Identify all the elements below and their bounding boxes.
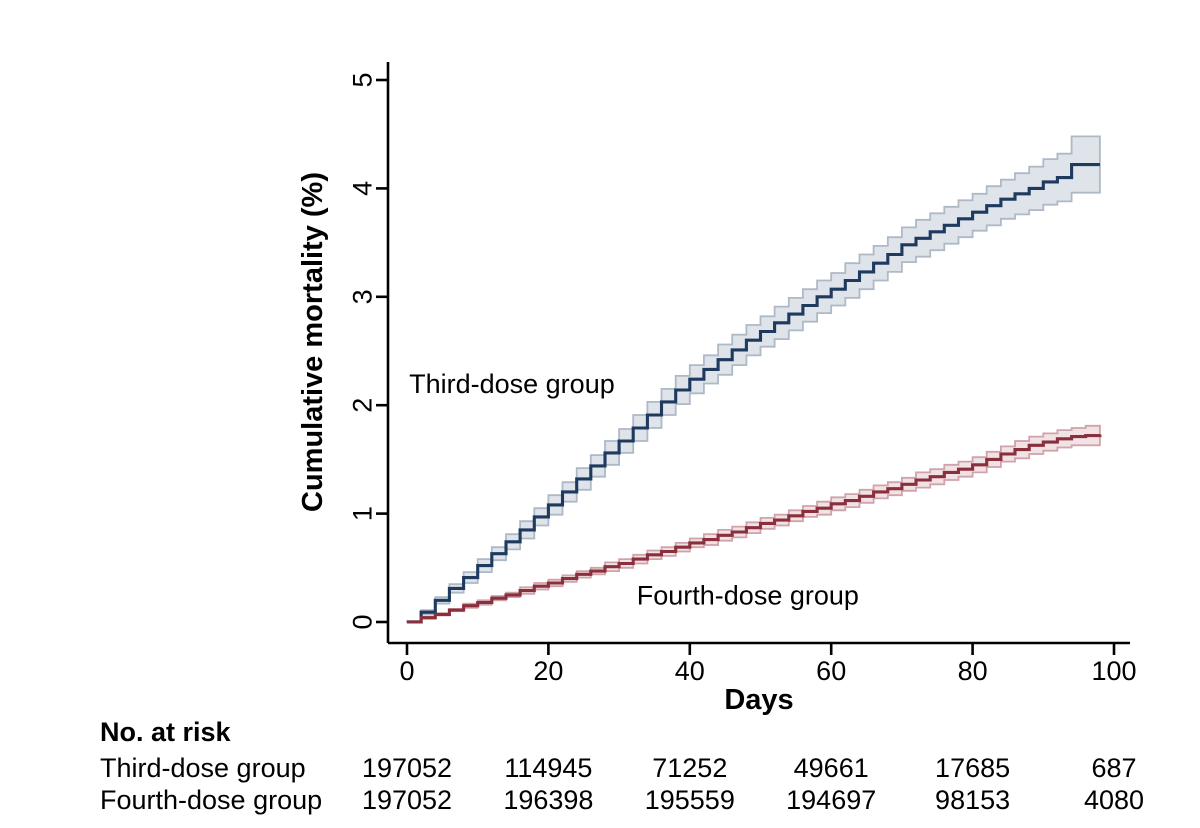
- risk-count-fourth-dose-group-day-0: 197052: [362, 785, 452, 815]
- risk-row-label-third-dose-group: Third-dose group: [100, 753, 306, 783]
- x-tick-label: 40: [675, 656, 705, 686]
- y-tick-label: 2: [347, 398, 377, 413]
- risk-count-fourth-dose-group-day-100: 4080: [1084, 785, 1144, 815]
- y-tick-label: 5: [347, 72, 377, 87]
- risk-count-fourth-dose-group-day-40: 195559: [645, 785, 735, 815]
- risk-count-third-dose-group-day-80: 17685: [935, 753, 1010, 783]
- ci-band-fourth-dose-group: [407, 424, 1101, 623]
- risk-count-third-dose-group-day-100: 687: [1091, 753, 1136, 783]
- risk-count-third-dose-group-day-40: 71252: [652, 753, 727, 783]
- risk-count-fourth-dose-group-day-80: 98153: [935, 785, 1010, 815]
- x-tick-label: 60: [816, 656, 846, 686]
- x-tick-label: 20: [533, 656, 563, 686]
- risk-count-fourth-dose-group-day-60: 194697: [786, 785, 876, 815]
- risk-count-fourth-dose-group-day-20: 196398: [503, 785, 593, 815]
- x-tick-label: 80: [958, 656, 988, 686]
- curve-label-third-dose-group: Third-dose group: [409, 369, 615, 399]
- y-axis-title: Cumulative mortality (%): [297, 172, 329, 512]
- x-tick-label: 0: [399, 656, 414, 686]
- y-tick-label: 0: [347, 614, 377, 629]
- risk-count-third-dose-group-day-20: 114945: [504, 753, 592, 783]
- risk-table-title: No. at risk: [100, 717, 232, 747]
- x-axis-title: Days: [724, 684, 793, 716]
- y-tick-label: 3: [347, 289, 377, 304]
- risk-count-third-dose-group-day-0: 197052: [362, 753, 452, 783]
- curve-fourth-dose-group: [407, 434, 1102, 624]
- y-tick-label: 1: [347, 506, 377, 521]
- y-tick-label: 4: [347, 181, 377, 196]
- risk-count-third-dose-group-day-60: 49661: [794, 753, 869, 783]
- x-tick-label: 100: [1091, 656, 1136, 686]
- curve-third-dose-group: [407, 163, 1100, 624]
- risk-row-label-fourth-dose-group: Fourth-dose group: [100, 785, 322, 815]
- curve-label-fourth-dose-group: Fourth-dose group: [637, 580, 859, 610]
